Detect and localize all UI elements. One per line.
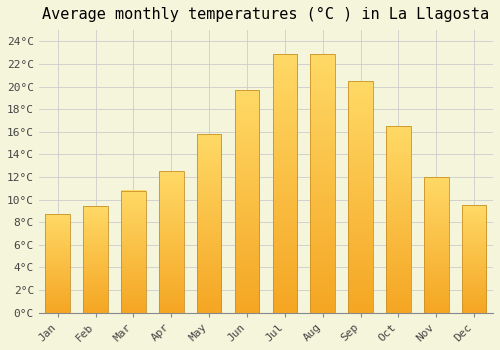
Bar bbox=[84, 206, 108, 313]
Bar bbox=[386, 126, 410, 313]
Bar bbox=[46, 214, 70, 313]
Bar bbox=[462, 205, 486, 313]
Bar bbox=[159, 172, 184, 313]
Bar bbox=[310, 54, 335, 313]
Title: Average monthly temperatures (°C ) in La Llagosta: Average monthly temperatures (°C ) in La… bbox=[42, 7, 490, 22]
Bar bbox=[424, 177, 448, 313]
Bar bbox=[272, 54, 297, 313]
Bar bbox=[348, 81, 373, 313]
Bar bbox=[121, 190, 146, 313]
Bar bbox=[197, 134, 222, 313]
Bar bbox=[234, 90, 260, 313]
